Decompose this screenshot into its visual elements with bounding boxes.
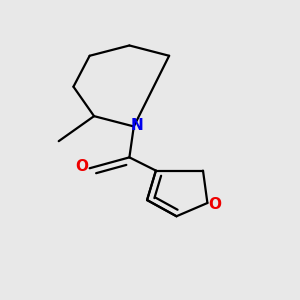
Text: O: O xyxy=(208,197,222,212)
Text: N: N xyxy=(131,118,144,133)
Text: O: O xyxy=(75,159,88,174)
